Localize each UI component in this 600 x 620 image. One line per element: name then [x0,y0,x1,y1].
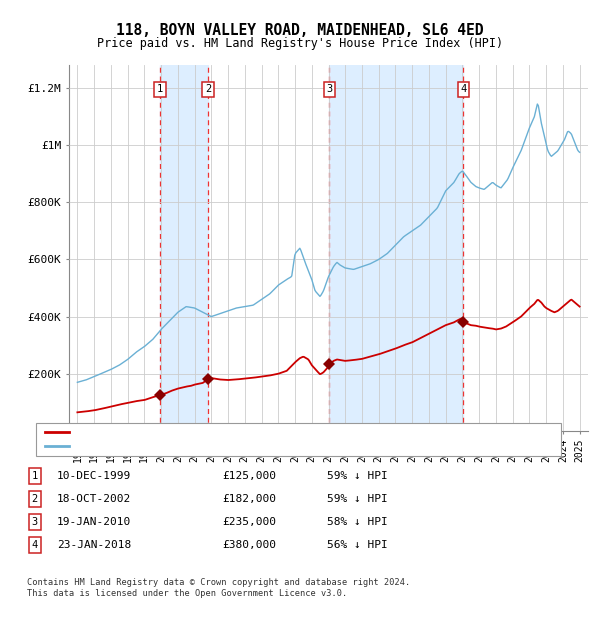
Text: £125,000: £125,000 [222,471,276,481]
Text: Contains HM Land Registry data © Crown copyright and database right 2024.: Contains HM Land Registry data © Crown c… [27,577,410,587]
Text: Price paid vs. HM Land Registry's House Price Index (HPI): Price paid vs. HM Land Registry's House … [97,37,503,50]
Text: 56% ↓ HPI: 56% ↓ HPI [327,540,388,550]
Text: This data is licensed under the Open Government Licence v3.0.: This data is licensed under the Open Gov… [27,588,347,598]
Text: 18-OCT-2002: 18-OCT-2002 [57,494,131,504]
Text: 2: 2 [205,84,211,94]
Text: 19-JAN-2010: 19-JAN-2010 [57,517,131,527]
Text: 4: 4 [460,84,467,94]
Text: £182,000: £182,000 [222,494,276,504]
Text: 2: 2 [32,494,38,504]
Text: 23-JAN-2018: 23-JAN-2018 [57,540,131,550]
Text: 59% ↓ HPI: 59% ↓ HPI [327,471,388,481]
Text: £380,000: £380,000 [222,540,276,550]
Text: 3: 3 [326,84,332,94]
Text: 1: 1 [157,84,163,94]
Text: 118, BOYN VALLEY ROAD, MAIDENHEAD, SL6 4ED: 118, BOYN VALLEY ROAD, MAIDENHEAD, SL6 4… [116,23,484,38]
Text: 3: 3 [32,517,38,527]
Text: 58% ↓ HPI: 58% ↓ HPI [327,517,388,527]
Bar [160,65,208,431]
Text: 10-DEC-1999: 10-DEC-1999 [57,471,131,481]
Text: 4: 4 [32,540,38,550]
Text: 1: 1 [32,471,38,481]
Text: 118, BOYN VALLEY ROAD, MAIDENHEAD, SL6 4ED (detached house): 118, BOYN VALLEY ROAD, MAIDENHEAD, SL6 4… [75,427,422,437]
Bar [329,65,463,431]
Text: £235,000: £235,000 [222,517,276,527]
Text: HPI: Average price, detached house, Windsor and Maidenhead: HPI: Average price, detached house, Wind… [75,441,416,451]
Text: 59% ↓ HPI: 59% ↓ HPI [327,494,388,504]
